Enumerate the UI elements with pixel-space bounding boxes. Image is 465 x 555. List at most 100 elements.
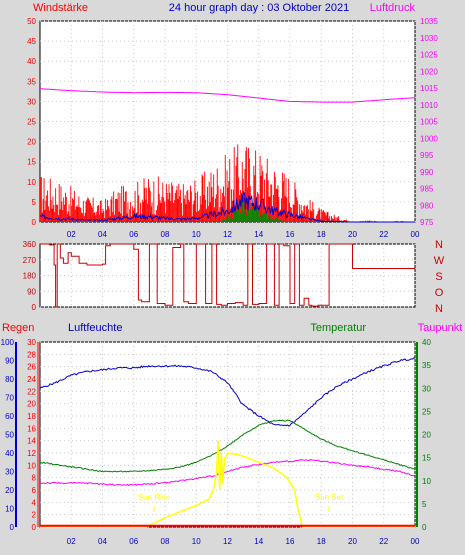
wind-tick-label: 25 bbox=[27, 118, 36, 127]
wind-bar bbox=[171, 182, 173, 222]
climate-x-tick-label: 18 bbox=[317, 537, 326, 546]
wind-tick-label: 30 bbox=[27, 97, 36, 106]
wind-bar bbox=[54, 211, 56, 222]
wind-bar bbox=[272, 209, 274, 222]
wind-bar bbox=[162, 182, 164, 222]
wind-bar bbox=[328, 218, 330, 222]
wind-bar bbox=[345, 220, 347, 222]
wind-bar bbox=[273, 171, 275, 222]
wind-bar bbox=[265, 173, 267, 222]
wind-bar bbox=[56, 204, 57, 222]
sun-set-label: Sun Set bbox=[315, 493, 344, 502]
wind-bar bbox=[304, 205, 306, 222]
wind-bar bbox=[397, 220, 399, 222]
wind-bar bbox=[143, 178, 145, 222]
sun-bar bbox=[278, 220, 280, 222]
wind-bar bbox=[201, 174, 203, 222]
wind-bar bbox=[307, 209, 309, 222]
wind-bar bbox=[191, 216, 193, 222]
wind-bar bbox=[140, 202, 141, 222]
sun-bar bbox=[277, 220, 279, 222]
rain-tick-label: 16 bbox=[27, 424, 36, 433]
wind-bar bbox=[194, 180, 196, 222]
sun-bar bbox=[228, 215, 230, 222]
wind-bar bbox=[142, 201, 144, 222]
wind-bar bbox=[48, 206, 49, 222]
wind-bar bbox=[296, 197, 298, 222]
wind-x-tick-label: 04 bbox=[98, 230, 107, 239]
wind-bar bbox=[148, 179, 149, 222]
rain-tick-label: 26 bbox=[27, 363, 36, 372]
humidity-tick-label: 60 bbox=[5, 412, 14, 421]
wind-bar bbox=[60, 186, 62, 222]
wind-bar bbox=[187, 189, 189, 222]
wind-bar bbox=[155, 214, 157, 222]
sun-bar bbox=[257, 210, 259, 222]
rain-tick-label: 18 bbox=[27, 412, 36, 421]
sun-bar bbox=[240, 201, 242, 222]
sun-bar bbox=[247, 213, 249, 222]
solar-line bbox=[40, 440, 415, 528]
wind-bar bbox=[215, 194, 217, 222]
wind-bar bbox=[183, 198, 185, 222]
wind-bar bbox=[81, 212, 82, 222]
sun-bar bbox=[284, 220, 286, 222]
wind-bar bbox=[294, 182, 296, 222]
wind-bar bbox=[310, 210, 312, 222]
wind-bar bbox=[222, 192, 224, 222]
wind-bar bbox=[249, 185, 251, 222]
sun-bar bbox=[256, 207, 257, 222]
wind-bar bbox=[323, 211, 325, 222]
sun-bar bbox=[248, 210, 249, 222]
rain-tick-label: 6 bbox=[32, 486, 37, 495]
rain-tick-label: 30 bbox=[27, 338, 36, 347]
wind-bar bbox=[248, 158, 250, 222]
wind-x-tick-label: 10 bbox=[192, 230, 201, 239]
wind-bar bbox=[312, 201, 314, 222]
wind-bar bbox=[192, 204, 194, 222]
wind-bar bbox=[50, 200, 52, 222]
wind-x-tick-label: 14 bbox=[254, 230, 263, 239]
wind-bar bbox=[167, 199, 169, 222]
sun-bar bbox=[268, 215, 270, 222]
pressure-tick-label: 980 bbox=[420, 201, 434, 210]
wind-bar bbox=[323, 210, 324, 222]
sun-bar bbox=[225, 219, 227, 222]
wind-bar bbox=[98, 204, 99, 222]
wind-bar bbox=[373, 220, 375, 222]
wind-bar bbox=[117, 192, 119, 222]
wind-tick-label: 45 bbox=[27, 37, 36, 46]
wind-bar bbox=[41, 212, 43, 222]
wind-bar bbox=[89, 200, 91, 222]
climate-x-tick-label: 16 bbox=[286, 537, 295, 546]
wind-bar bbox=[151, 202, 153, 222]
wind-bar bbox=[106, 209, 107, 222]
wind-bar bbox=[239, 195, 241, 222]
sun-bar bbox=[264, 213, 266, 222]
wind-bar bbox=[116, 199, 118, 222]
climate-x-tick-label: 02 bbox=[67, 537, 76, 546]
wind-bar bbox=[131, 206, 133, 222]
wind-bar bbox=[215, 198, 216, 222]
sun-bar bbox=[283, 220, 285, 222]
wind-bar bbox=[344, 220, 346, 222]
wind-bar bbox=[150, 206, 152, 222]
wind-bar bbox=[82, 200, 84, 222]
wind-bar bbox=[161, 196, 163, 222]
wind-bar bbox=[327, 211, 329, 222]
wind-bar bbox=[73, 190, 75, 222]
sun-bar bbox=[249, 210, 251, 222]
sun-rise-label: Sun Rise bbox=[138, 493, 171, 502]
direction-label-s: S bbox=[435, 271, 442, 283]
wind-bar bbox=[274, 176, 276, 222]
wind-x-tick-label: 22 bbox=[379, 230, 388, 239]
wind-bar bbox=[281, 172, 283, 222]
wind-bar bbox=[51, 208, 53, 222]
humidity-tick-label: 70 bbox=[5, 394, 14, 403]
wind-bar bbox=[362, 220, 364, 222]
sun-bar bbox=[239, 215, 241, 222]
wind-bar bbox=[168, 184, 170, 222]
wind-bar bbox=[85, 201, 87, 222]
sun-bar bbox=[240, 213, 241, 222]
rain-axis-title: Regen bbox=[2, 322, 34, 334]
